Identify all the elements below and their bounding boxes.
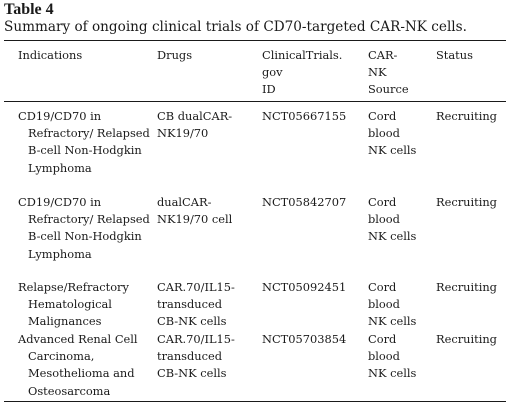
row-3-indication: Relapse/Refractory Hematological Maligna… [18,280,129,329]
row-4-source: Cord blood NK cells [368,332,417,381]
row-4-status: Recruiting [436,332,497,346]
header-trial-id: ClinicalTrials. gov ID [262,48,343,97]
row-4-trial-id: NCT05703854 [262,332,347,346]
row-2-drug: dualCAR- NK19/70 cell [157,195,233,227]
row-3-trial-id: NCT05092451 [262,280,347,294]
row-3-source: Cord blood NK cells [368,280,417,329]
header-drugs: Drugs [157,48,193,62]
row-1-source: Cord blood NK cells [368,109,417,158]
row-3-drug: CAR.70/IL15- transduced CB-NK cells [157,280,235,329]
row-1-drug: CB dualCAR- NK19/70 [157,109,233,141]
header-source: CAR- NK Source [368,48,409,97]
row-2-trial-id: NCT05842707 [262,195,347,209]
header-indications: Indications [18,48,83,62]
header-status: Status [436,48,473,62]
row-2-source: Cord blood NK cells [368,195,417,244]
row-3-status: Recruiting [436,280,497,294]
row-1-trial-id: NCT05667155 [262,109,347,123]
table-top-rule [4,40,506,41]
row-2-status: Recruiting [436,195,497,209]
table-header-rule [4,101,506,102]
row-2-indication: CD19/CD70 in Refractory/ Relapsed B-cell… [18,195,150,261]
row-1-indication: CD19/CD70 in Refractory/ Relapsed B-cell… [18,109,150,175]
row-4-drug: CAR.70/IL15- transduced CB-NK cells [157,332,235,381]
row-1-status: Recruiting [436,109,497,123]
table-label: Table 4 [4,1,54,18]
table-caption: Summary of ongoing clinical trials of CD… [4,19,467,35]
row-4-indication: Advanced Renal Cell Carcinoma, Mesotheli… [18,332,138,398]
table-bottom-rule [4,401,506,402]
